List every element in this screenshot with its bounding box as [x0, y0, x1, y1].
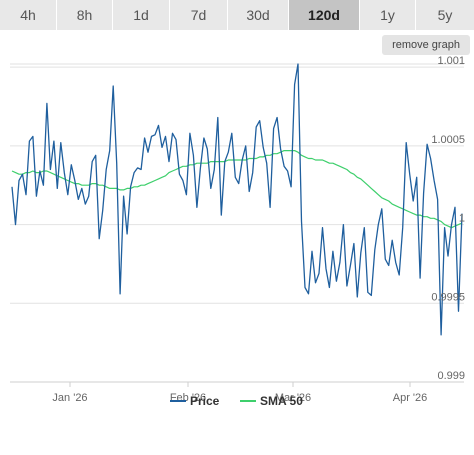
- tab-5y[interactable]: 5y: [416, 0, 474, 30]
- y-tick-label: 1: [459, 213, 465, 225]
- range-tabs: 4h 8h 1d 7d 30d 120d 1y 5y: [0, 0, 474, 30]
- grid: [10, 63, 464, 383]
- tab-1y[interactable]: 1y: [360, 0, 416, 30]
- legend: Price SMA 50: [170, 394, 303, 408]
- tab-30d[interactable]: 30d: [228, 0, 289, 30]
- x-tick-label: Apr '26: [393, 392, 428, 404]
- y-tick-label: 1.0005: [431, 134, 465, 146]
- tab-4h[interactable]: 4h: [0, 0, 57, 30]
- series: [11, 63, 463, 336]
- tab-8h[interactable]: 8h: [57, 0, 113, 30]
- remove-graph-button[interactable]: remove graph: [382, 35, 470, 55]
- tab-1d[interactable]: 1d: [113, 0, 170, 30]
- y-axis: 0.999 0.9995 1 1.0005 1.001: [431, 56, 465, 382]
- x-tick-label: Jan '26: [52, 392, 87, 404]
- tab-120d[interactable]: 120d: [289, 0, 360, 30]
- y-tick-label: 0.999: [437, 370, 465, 382]
- x-axis: Jan '26 Feb '26 Mar '26 Apr '26: [10, 381, 464, 404]
- price-chart: Jan '26 Feb '26 Mar '26 Apr '26 0.9990.9995…: [10, 56, 465, 408]
- legend-sma-50-label: SMA 50: [260, 394, 303, 408]
- tab-7d[interactable]: 7d: [170, 0, 228, 30]
- x-tick-label: Mar '26: [275, 392, 311, 404]
- y-tick-label: 1.001: [437, 56, 465, 67]
- y-tick-label: 0.9995: [431, 291, 465, 303]
- legend-price-label: Price: [190, 394, 220, 408]
- price-line: [11, 63, 463, 336]
- sma-50-line: [11, 149, 463, 229]
